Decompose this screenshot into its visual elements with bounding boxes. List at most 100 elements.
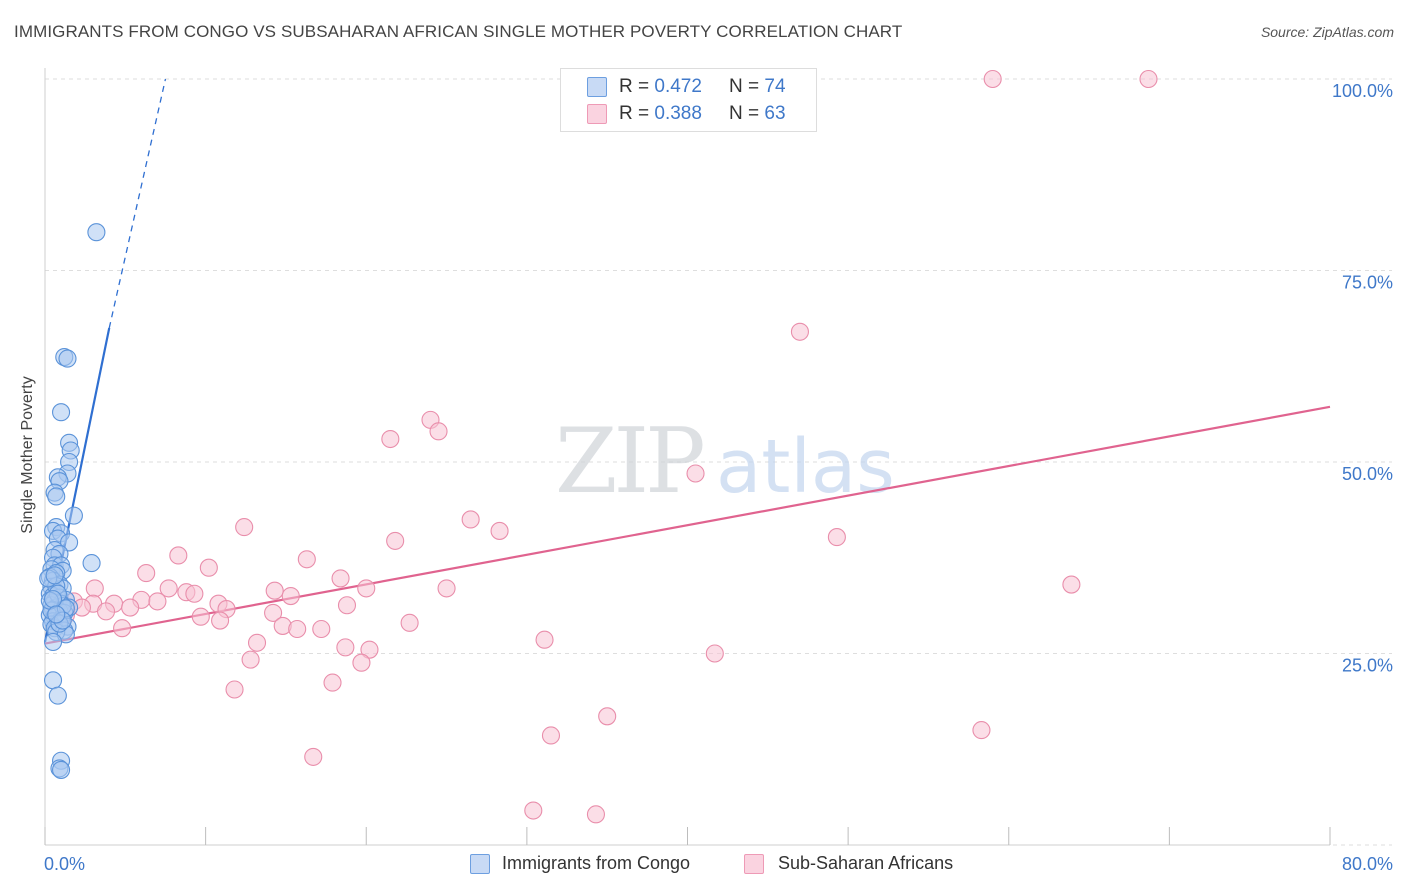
bottom-swatch-subsaharan: [744, 854, 764, 874]
point-subsaharan: [169, 546, 188, 565]
watermark-atlas: atlas: [716, 424, 895, 510]
point-subsaharan: [312, 619, 331, 639]
point-subsaharan: [429, 422, 448, 441]
legend-swatch-subsaharan: [587, 104, 607, 124]
bottom-label-congo: Immigrants from Congo: [502, 853, 691, 873]
point-subsaharan: [159, 579, 178, 598]
trend-line-subsaharan: [44, 405, 1331, 645]
bottom-swatch-congo: [470, 854, 490, 874]
y-tick-label: 25.0%: [1342, 656, 1393, 676]
point-subsaharan: [586, 805, 605, 824]
point-subsaharan: [381, 429, 400, 449]
trend-lines: [43, 78, 1331, 645]
point-subsaharan: [288, 619, 307, 639]
point-subsaharan: [297, 550, 316, 569]
point-subsaharan: [535, 630, 554, 649]
point-subsaharan: [790, 322, 809, 341]
point-subsaharan: [1062, 575, 1081, 594]
point-subsaharan: [191, 607, 210, 626]
point-congo: [52, 403, 71, 422]
point-subsaharan: [148, 592, 167, 611]
point-subsaharan: [331, 569, 350, 588]
point-congo: [48, 686, 67, 705]
source-label: Source: ZipAtlas.com: [1260, 24, 1394, 40]
point-subsaharan: [437, 579, 456, 598]
point-subsaharan: [121, 598, 140, 617]
n-value: 74: [764, 76, 786, 97]
legend-swatch-congo: [587, 77, 607, 97]
point-subsaharan: [490, 521, 509, 540]
point-subsaharan: [598, 707, 617, 726]
point-subsaharan: [96, 602, 116, 621]
r-label: R =: [619, 76, 655, 97]
n-value: 63: [764, 103, 786, 124]
point-subsaharan: [705, 644, 724, 663]
point-subsaharan: [686, 464, 705, 483]
y-tick-label: 50.0%: [1342, 464, 1393, 484]
point-congo: [43, 671, 63, 690]
y-tick-label: 75.0%: [1342, 273, 1393, 293]
point-subsaharan: [199, 558, 218, 577]
point-subsaharan: [972, 721, 991, 740]
legend-r-congo: R = 0.472: [619, 76, 702, 98]
point-subsaharan: [185, 584, 204, 603]
point-subsaharan: [461, 510, 480, 529]
legend-row-subsaharan: R = 0.388 N = 63: [561, 101, 816, 127]
bottom-legend-congo: Immigrants from Congo: [470, 852, 730, 876]
point-subsaharan: [323, 673, 342, 692]
point-subsaharan: [400, 613, 419, 632]
watermark-zip: ZIP: [555, 409, 703, 514]
point-subsaharan: [137, 564, 156, 583]
n-label: N =: [729, 76, 765, 97]
y-tick-label: 100.0%: [1332, 81, 1393, 101]
tick-labels: 25.0% 50.0% 75.0% 100.0% 0.0% 80.0%: [44, 81, 1393, 874]
point-congo: [47, 487, 66, 506]
point-subsaharan: [983, 69, 1002, 89]
point-subsaharan: [211, 611, 230, 630]
point-subsaharan: [827, 528, 846, 547]
point-congo: [45, 566, 64, 585]
point-subsaharan: [304, 747, 323, 766]
point-subsaharan: [241, 650, 260, 669]
legend-r-subsaharan: R = 0.388: [619, 103, 702, 125]
x-tick-label-max: 80.0%: [1342, 854, 1393, 874]
axes: [44, 68, 1331, 846]
bottom-legend-subsaharan: Sub-Saharan Africans: [744, 852, 984, 876]
trend-line-congo-extension: [108, 78, 167, 329]
point-subsaharan: [235, 518, 254, 537]
point-subsaharan: [524, 801, 543, 820]
point-subsaharan: [281, 586, 300, 606]
point-congo: [43, 590, 63, 609]
point-congo: [43, 632, 63, 652]
point-subsaharan: [265, 581, 284, 600]
r-value: 0.472: [654, 76, 702, 97]
points-congo: [39, 223, 106, 779]
r-value: 0.388: [654, 103, 702, 124]
point-subsaharan: [336, 638, 355, 657]
point-subsaharan: [386, 531, 405, 550]
point-subsaharan: [247, 633, 267, 652]
point-subsaharan: [1139, 69, 1158, 89]
chart-title: IMMIGRANTS FROM CONGO VS SUBSAHARAN AFRI…: [14, 22, 903, 41]
point-congo: [64, 506, 83, 525]
point-subsaharan: [357, 579, 376, 598]
bottom-label-subsaharan: Sub-Saharan Africans: [778, 853, 954, 873]
point-subsaharan: [225, 680, 244, 699]
point-subsaharan: [337, 596, 357, 615]
correlation-legend: R = 0.472 N = 74 R = 0.388 N = 63: [560, 68, 817, 132]
point-subsaharan: [352, 653, 371, 672]
point-subsaharan: [264, 603, 283, 622]
x-tick-label-min: 0.0%: [44, 854, 85, 874]
point-congo: [58, 349, 77, 368]
point-congo: [52, 760, 71, 779]
point-subsaharan: [113, 619, 132, 638]
legend-row-congo: R = 0.472 N = 74: [561, 74, 816, 100]
point-congo: [82, 554, 101, 573]
legend-n-congo: N = 74: [729, 76, 786, 98]
point-subsaharan: [360, 640, 379, 659]
point-congo: [47, 605, 66, 624]
r-label: R =: [619, 103, 655, 124]
point-congo: [87, 223, 106, 242]
point-subsaharan: [85, 579, 104, 598]
